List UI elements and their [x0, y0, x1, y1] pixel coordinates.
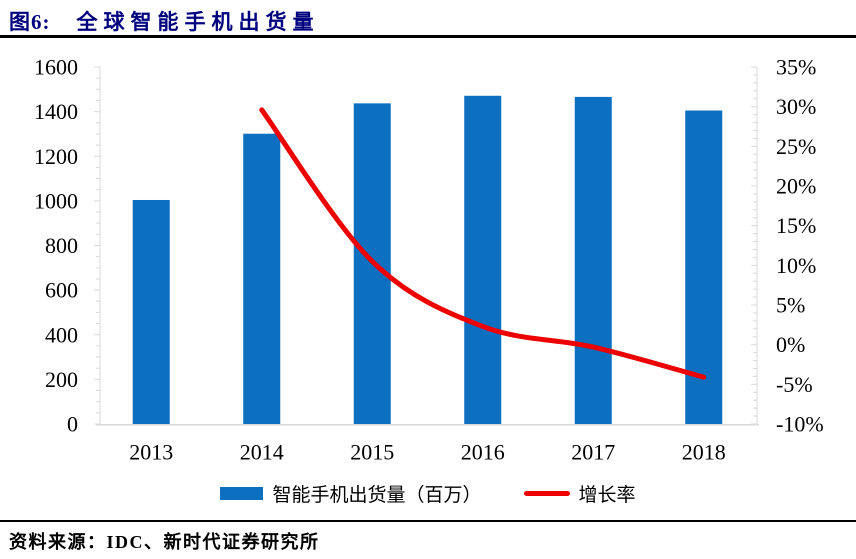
y-axis-left-label: 800 — [45, 233, 78, 258]
bar-2014 — [243, 133, 281, 425]
legend-label-shipments: 智能手机出货量（百万） — [272, 485, 482, 506]
x-axis-label: 2018 — [682, 440, 726, 465]
bar-swatch-icon — [220, 487, 264, 500]
figure-number: 图6: — [9, 10, 51, 34]
x-axis-label: 2014 — [240, 440, 284, 465]
y-axis-right-label: 10% — [776, 253, 816, 278]
y-axis-right-label: 5% — [776, 293, 805, 318]
title-underline — [0, 35, 856, 38]
x-axis-label: 2016 — [461, 440, 505, 465]
chart-legend: 智能手机出货量（百万） 增长率 — [0, 480, 856, 507]
y-axis-right-label: 25% — [776, 134, 816, 159]
y-axis-right-label: 30% — [776, 94, 816, 119]
legend-label-growth: 增长率 — [578, 485, 636, 506]
y-axis-right-label: 0% — [776, 332, 805, 357]
y-axis-left-label: 600 — [45, 278, 78, 303]
y-axis-left-label: 0 — [67, 412, 78, 437]
page-title: 全球智能手机出货量 — [76, 10, 320, 34]
chart-plot-area: 0 200 400 600 800 1000 1200 1400 1600 -10% -5% 0% 5%… — [34, 55, 824, 465]
legend-item-growth: 增长率 — [523, 480, 636, 507]
footer-divider — [0, 520, 856, 522]
y-axis-right-label: -10% — [776, 412, 824, 437]
growth-rate-line — [259, 107, 707, 380]
y-axis-left-label: 200 — [45, 367, 78, 392]
y-axis-right-label: -5% — [776, 372, 813, 397]
y-axis-left-label: 400 — [45, 322, 78, 347]
y-axis-right-label: 20% — [776, 174, 816, 199]
y-axis-right-label: 15% — [776, 213, 816, 238]
y-axis-left-label: 1400 — [34, 99, 78, 124]
y-axis-right-label: 35% — [776, 55, 816, 80]
chart-header: 图6: 全球智能手机出货量 — [9, 6, 320, 36]
x-axis-label: 2017 — [571, 440, 615, 465]
x-axis-label: 2015 — [350, 440, 394, 465]
y-axis-left-label: 1000 — [34, 188, 78, 213]
x-axis-label: 2013 — [129, 440, 173, 465]
line-swatch-icon — [523, 491, 570, 496]
legend-item-shipments: 智能手机出货量（百万） — [220, 480, 482, 507]
y-axis-left-label: 1200 — [34, 144, 78, 169]
source-note: 资料来源：IDC、新时代证券研究所 — [9, 532, 320, 552]
y-axis-left-label: 1600 — [34, 55, 78, 80]
bar-2016 — [464, 95, 502, 424]
bar-2013 — [132, 199, 170, 424]
bar-2017 — [574, 96, 612, 425]
